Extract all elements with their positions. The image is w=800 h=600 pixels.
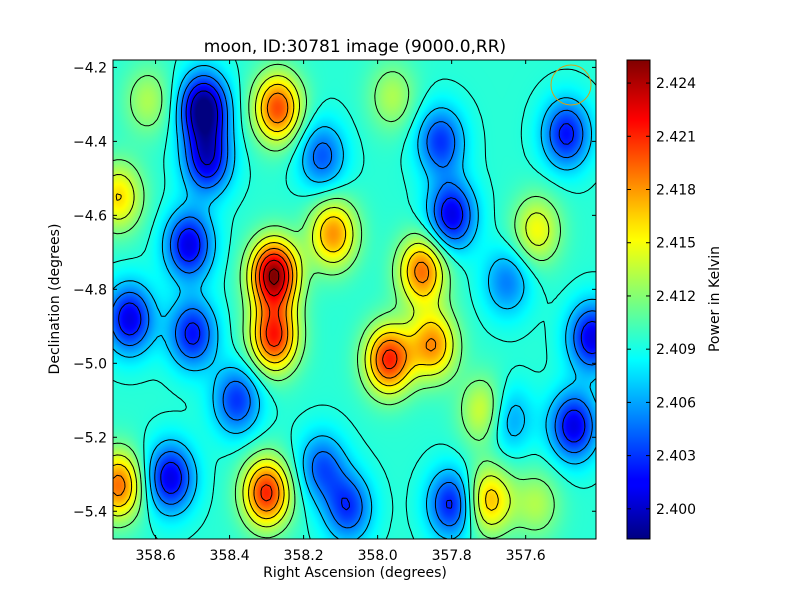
x-tick-label: 357.8: [432, 548, 472, 564]
contour-level: [112, 75, 597, 529]
x-tick-label: 357.6: [506, 548, 546, 564]
colorbar-gradient: [626, 59, 651, 540]
colorbar-tick-label: 2.421: [656, 129, 696, 145]
colorbar-ticks: 2.400 2.403 2.406 2.409 2.412 2.415 2.418 2.421…: [627, 76, 696, 518]
colorbar-tick-label: 2.415: [656, 236, 696, 252]
contour-level: [190, 90, 219, 166]
heatmap-image: [113, 60, 596, 539]
x-tick-label: 358.0: [358, 548, 398, 564]
contour-level: [112, 75, 550, 528]
x-axis: 358.6 358.4 358.2 358.0 357.8 357.6: [136, 60, 546, 564]
colorbar: 2.400 2.403 2.406 2.409 2.412 2.415 2.418 2.421…: [626, 59, 723, 540]
y-axis-label: Declination (degrees): [47, 224, 63, 375]
x-tick-label: 358.2: [284, 548, 324, 564]
x-axis-label: Right Ascension (degrees): [263, 565, 447, 581]
contour-level: [268, 268, 280, 286]
colorbar-label: Power in Kelvin: [707, 246, 723, 352]
contour-level: [118, 82, 597, 511]
colorbar-tick-label: 2.424: [656, 76, 696, 92]
y-tick-label: −4.6: [73, 208, 107, 224]
x-tick-label: 358.4: [210, 548, 250, 564]
y-axis: −4.2 −4.4 −4.6 −4.8 −5.0 −5.2 −5.4: [73, 60, 596, 520]
contour-level: [112, 92, 437, 512]
y-tick-label: −4.8: [73, 282, 107, 298]
contour-level: [263, 259, 285, 297]
x-tick-label: 358.6: [136, 548, 176, 564]
y-tick-label: −5.4: [73, 504, 107, 520]
contour-level: [112, 65, 597, 540]
colorbar-tick-label: 2.412: [656, 289, 696, 305]
plot-area: [112, 59, 597, 540]
contour-lines: [112, 59, 597, 540]
chart-title: moon, ID:30781 image (9000.0,RR): [204, 37, 506, 57]
plot-frame: [112, 59, 597, 540]
colorbar-tick-label: 2.418: [656, 183, 696, 199]
colorbar-tick-label: 2.400: [656, 502, 696, 518]
beam-circle: [550, 64, 592, 106]
contour-level: [112, 83, 499, 520]
contour-level: [258, 253, 398, 502]
contour-level: [112, 59, 597, 540]
y-tick-label: −5.2: [73, 430, 107, 446]
colorbar-tick-label: 2.409: [656, 342, 696, 358]
contour-level: [112, 63, 561, 539]
colorbar-tick-label: 2.403: [656, 449, 696, 465]
y-tick-label: −4.4: [73, 134, 107, 150]
y-tick-label: −4.2: [73, 60, 107, 76]
colorbar-tick-label: 2.406: [656, 395, 696, 411]
y-tick-label: −5.0: [73, 356, 107, 372]
